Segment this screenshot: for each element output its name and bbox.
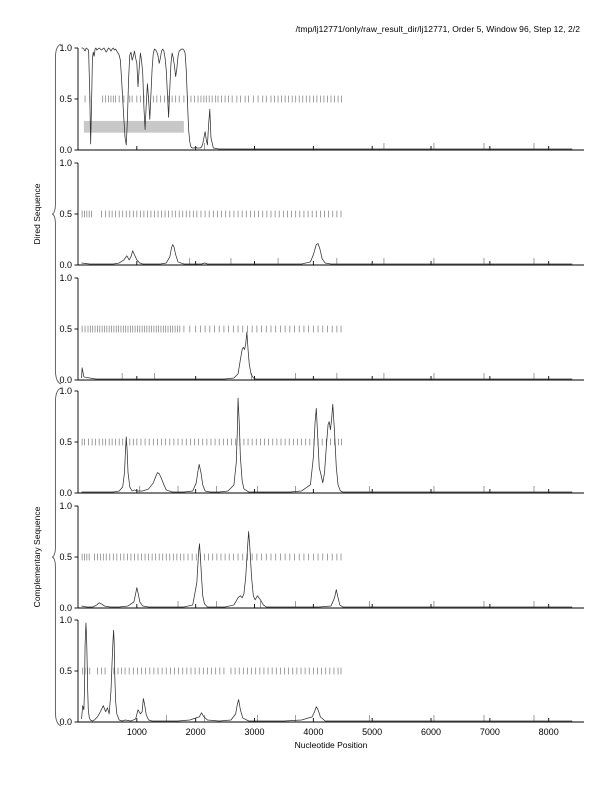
x-tick-label: 5000 [362, 727, 382, 737]
y-tick-label: 1.0 [59, 386, 72, 396]
data-line [81, 47, 573, 150]
y-tick-label: 0.0 [59, 603, 72, 613]
y-tick-label: 1.0 [59, 43, 72, 53]
x-tick-label: 2000 [186, 727, 206, 737]
data-line [81, 243, 573, 265]
panel-2: 0.0 0.5 1.0 [59, 158, 584, 270]
panel-4: 0.0 0.5 1.0 [59, 386, 584, 498]
xlabel: Nucleotide Position [295, 740, 368, 750]
y-tick-label: 0.0 [59, 717, 72, 727]
y-tick-label: 1.0 [59, 273, 72, 283]
brace-direct-sequence [51, 43, 62, 385]
x-tick-label: 8000 [539, 727, 559, 737]
brace-complementary-sequence [51, 387, 62, 727]
y-tick-label: 0.5 [59, 324, 72, 334]
x-tick-label: 6000 [421, 727, 441, 737]
x-tick-label: 4000 [303, 727, 323, 737]
x-tick-label: 3000 [244, 727, 264, 737]
y-tick-label: 0.0 [59, 260, 72, 270]
ylabel-complementary-sequence: Complementary Sequence [32, 506, 42, 607]
ylabel-direct-sequence: Dired Sequence [32, 183, 42, 244]
data-line [81, 397, 573, 493]
shaded-band [83, 120, 184, 133]
x-tick-label: 1000 [127, 727, 147, 737]
x-tick-label: 7000 [480, 727, 500, 737]
y-tick-label: 0.0 [59, 145, 72, 155]
y-tick-label: 1.0 [59, 158, 72, 168]
y-tick-label: 0.5 [59, 552, 72, 562]
panel-6: 0.0 0.5 1.0 1000 2000 3000 4000 5000 6000 7000 800… [59, 615, 584, 737]
y-tick-label: 1.0 [59, 615, 72, 625]
data-line [81, 531, 573, 608]
y-tick-label: 0.0 [59, 488, 72, 498]
y-tick-label: 0.5 [59, 666, 72, 676]
y-tick-label: 0.0 [59, 375, 72, 385]
y-tick-label: 0.5 [59, 437, 72, 447]
data-line [81, 622, 573, 722]
y-tick-label: 0.5 [59, 94, 72, 104]
y-tick-label: 1.0 [59, 501, 72, 511]
panel-3: 0.0 0.5 1.0 [59, 273, 584, 385]
panel-5: 0.0 0.5 1.0 [59, 501, 584, 613]
data-line [81, 331, 573, 380]
y-tick-label: 0.5 [59, 209, 72, 219]
figure-title: /tmp/lj12771/only/raw_result_dir/lj12771… [295, 24, 580, 34]
panel-1: 0.0 0.5 1.0 [59, 43, 584, 155]
